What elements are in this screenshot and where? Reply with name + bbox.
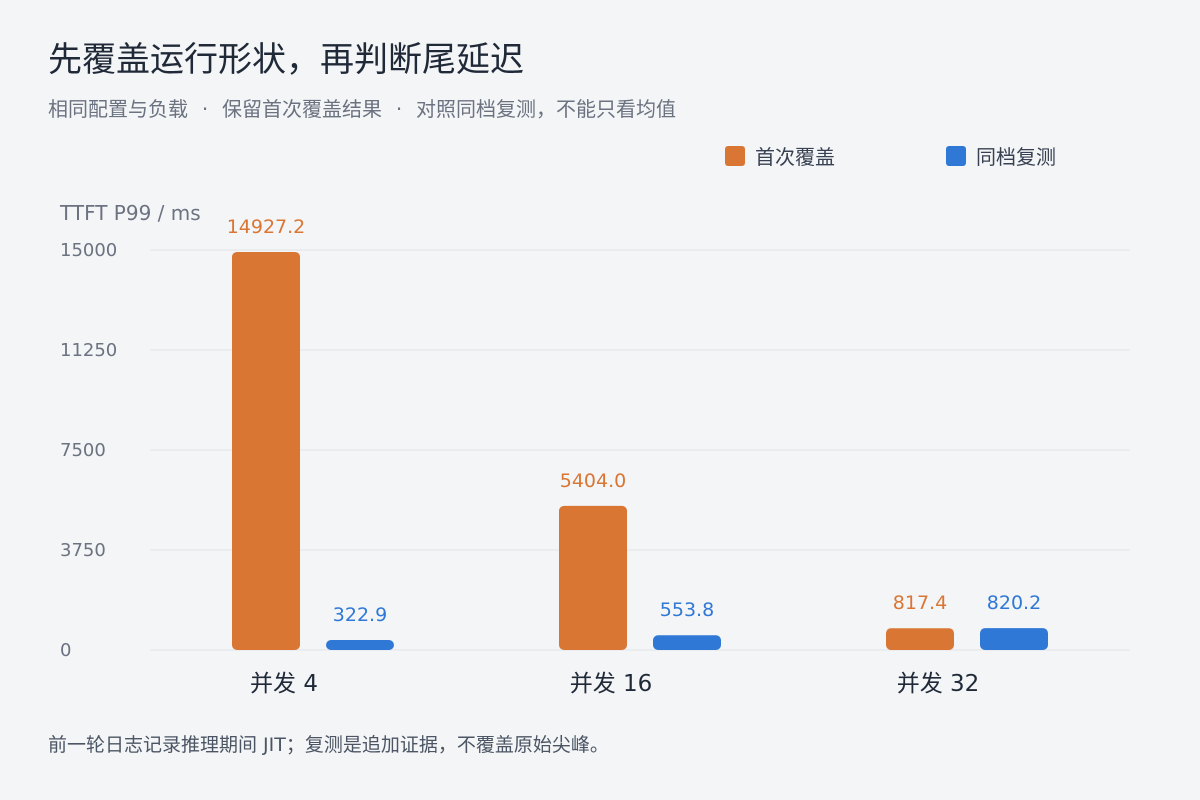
y-axis-title: TTFT P99 / ms [59,201,201,225]
x-category-label: 并发 4 [250,671,318,697]
legend-swatch-retest [946,145,966,166]
subtitle-separator: · [395,97,403,121]
data-labels: 14927.2 322.9 5404.0 553.8 817.4 820.2 [227,216,1041,626]
bar-retest [980,628,1048,650]
y-tick-label: 15000 [60,240,117,261]
y-tick-label: 0 [60,640,71,661]
data-label-retest: 820.2 [987,592,1041,614]
x-axis: 并发 4 并发 16 并发 32 [250,671,979,697]
data-label-first: 817.4 [893,592,947,614]
bar-first [886,628,954,650]
subtitle-part-config: 相同配置与负载 [48,97,188,121]
y-tick-label: 3750 [60,540,106,561]
data-label-first: 14927.2 [227,216,306,238]
subtitle-part-retest: 对照同档复测，不能只看均值 [416,97,676,121]
chart-title: 先覆盖运行形状，再判断尾延迟 [48,40,524,80]
footnote: 前一轮日志记录推理期间 JIT；复测是追加证据，不覆盖原始尖峰。 [48,734,609,756]
y-axis: TTFT P99 / ms 0 3750 7500 11250 15000 [59,201,201,661]
bar-retest [326,640,394,650]
legend-item-first: 首次覆盖 [725,141,835,170]
legend-label-retest: 同档复测 [976,145,1056,169]
bar-retest [653,635,721,650]
y-tick-label: 7500 [60,440,106,461]
legend-label-first: 首次覆盖 [755,145,835,169]
x-category-label: 并发 16 [570,671,653,697]
data-label-retest: 322.9 [333,604,387,626]
subtitle-part-keep-first: 保留首次覆盖结果 [222,97,382,121]
legend-item-retest: 同档复测 [946,141,1056,170]
bars [232,251,1048,650]
bar-first [559,505,627,650]
legend-swatch-first [725,145,745,166]
grid-lines [150,249,1130,651]
chart-subtitle: 相同配置与负载 · 保留首次覆盖结果 · 对照同档复测，不能只看均值 [48,93,676,122]
data-label-retest: 553.8 [660,599,714,621]
data-label-first: 5404.0 [560,470,626,492]
x-category-label: 并发 32 [897,671,980,697]
subtitle-separator: · [201,97,209,121]
bar-first [232,251,300,650]
y-tick-label: 11250 [60,340,117,361]
